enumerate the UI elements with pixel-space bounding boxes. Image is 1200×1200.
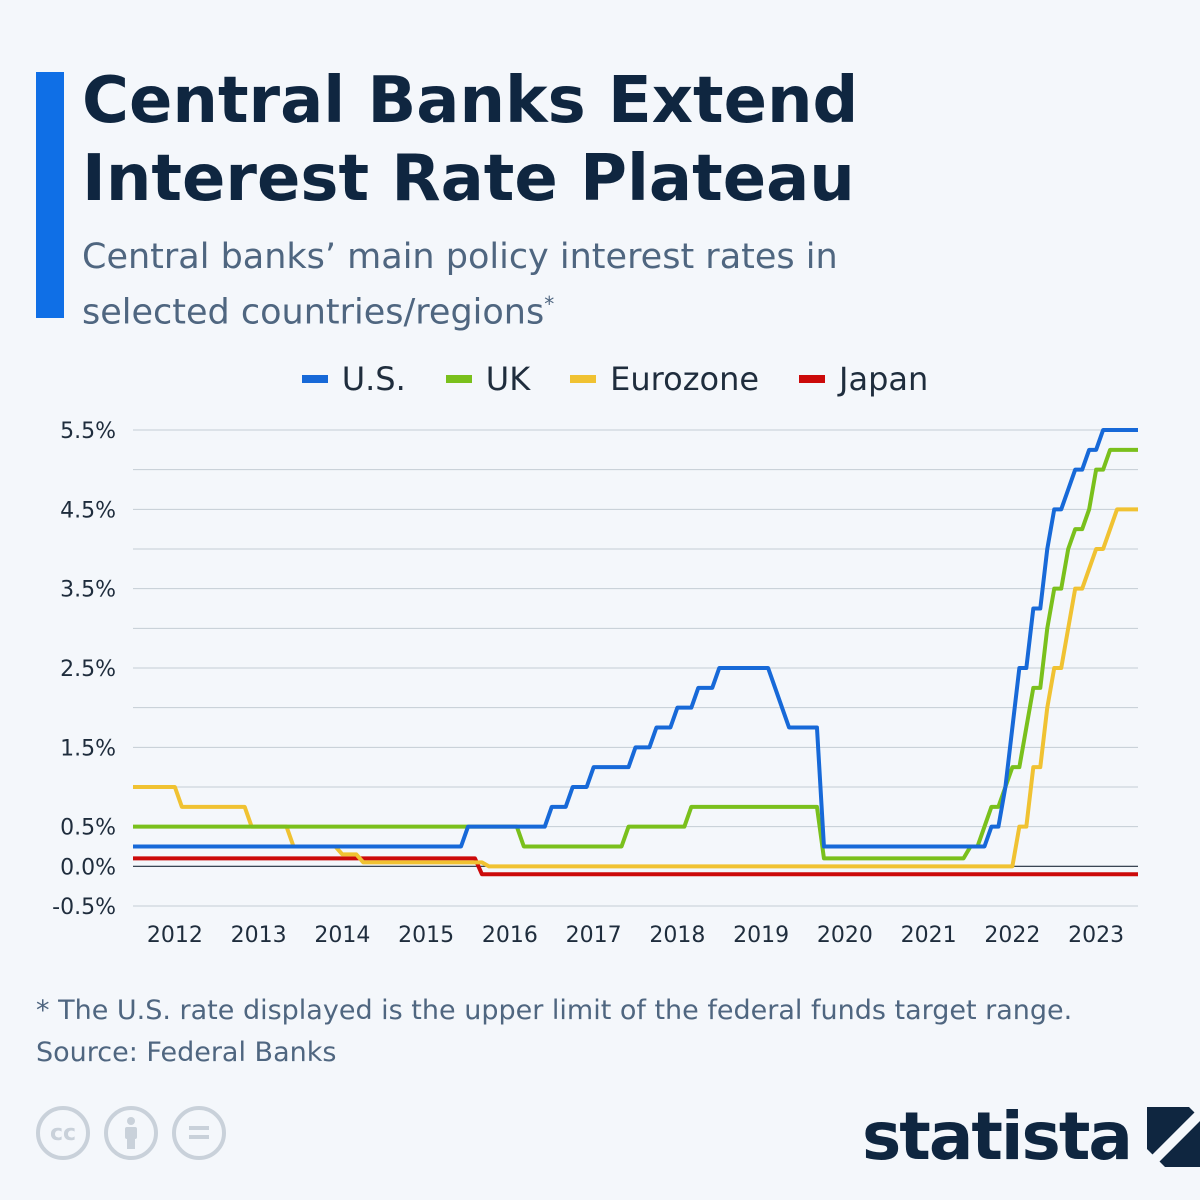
accent-bar bbox=[36, 72, 64, 318]
series-line-uk bbox=[133, 447, 1138, 861]
x-tick-label: 2021 bbox=[901, 923, 957, 948]
x-tick-label: 2015 bbox=[398, 923, 454, 948]
legend-item: UK bbox=[445, 360, 531, 398]
source-text: Source: Federal Banks bbox=[36, 1037, 337, 1068]
license-icons: cc bbox=[36, 1106, 226, 1160]
y-tick-label: -0.5% bbox=[52, 895, 116, 920]
legend-swatch bbox=[570, 375, 597, 383]
footnote: * The U.S. rate displayed is the upper l… bbox=[36, 990, 1072, 1074]
statista-logo[interactable]: statista bbox=[862, 1098, 1200, 1175]
legend-item: Japan bbox=[799, 360, 928, 398]
series-line-japan bbox=[133, 856, 1138, 877]
y-tick-label: 0.0% bbox=[60, 855, 116, 880]
y-tick-label: 1.5% bbox=[60, 736, 116, 761]
statista-logo-icon bbox=[1146, 1106, 1200, 1167]
x-tick-label: 2022 bbox=[984, 923, 1040, 948]
y-tick-label: 5.5% bbox=[60, 419, 116, 444]
x-tick-label: 2017 bbox=[566, 923, 622, 948]
legend-label: Eurozone bbox=[610, 360, 760, 398]
chart-title: Central Banks Extend Interest Rate Plate… bbox=[82, 64, 859, 216]
chart-subtitle: Central banks’ main policy interest rate… bbox=[82, 234, 982, 337]
legend-label: UK bbox=[485, 360, 531, 398]
legend-swatch bbox=[301, 375, 328, 383]
attribution-icon[interactable] bbox=[104, 1106, 158, 1160]
series-line-us bbox=[133, 428, 1138, 849]
y-tick-label: 3.5% bbox=[60, 578, 116, 603]
x-tick-label: 2020 bbox=[817, 923, 873, 948]
subtitle-footnote-mark: * bbox=[544, 292, 555, 316]
no-derivatives-icon[interactable] bbox=[172, 1106, 226, 1160]
cc-icon[interactable]: cc bbox=[36, 1106, 90, 1160]
brand-name: statista bbox=[862, 1098, 1133, 1175]
legend-swatch bbox=[799, 375, 826, 383]
x-tick-label: 2012 bbox=[147, 923, 203, 948]
y-tick-label: 2.5% bbox=[60, 657, 116, 682]
x-tick-label: 2016 bbox=[482, 923, 538, 948]
x-tick-label: 2013 bbox=[231, 923, 287, 948]
legend-label: U.S. bbox=[341, 360, 406, 398]
legend: U.S. UK Eurozone Japan bbox=[0, 360, 1200, 398]
legend-swatch bbox=[445, 375, 472, 383]
footnote-text: * The U.S. rate displayed is the upper l… bbox=[36, 995, 1073, 1026]
legend-item: Eurozone bbox=[570, 360, 759, 398]
x-tick-label: 2014 bbox=[314, 923, 370, 948]
x-tick-label: 2018 bbox=[649, 923, 705, 948]
x-tick-label: 2023 bbox=[1068, 923, 1124, 948]
y-tick-label: 0.5% bbox=[60, 816, 116, 841]
y-tick-label: 4.5% bbox=[60, 498, 116, 523]
x-tick-label: 2019 bbox=[733, 923, 789, 948]
subtitle-text: Central banks’ main policy interest rate… bbox=[82, 237, 838, 333]
legend-item: U.S. bbox=[301, 360, 406, 398]
legend-label: Japan bbox=[839, 360, 929, 398]
